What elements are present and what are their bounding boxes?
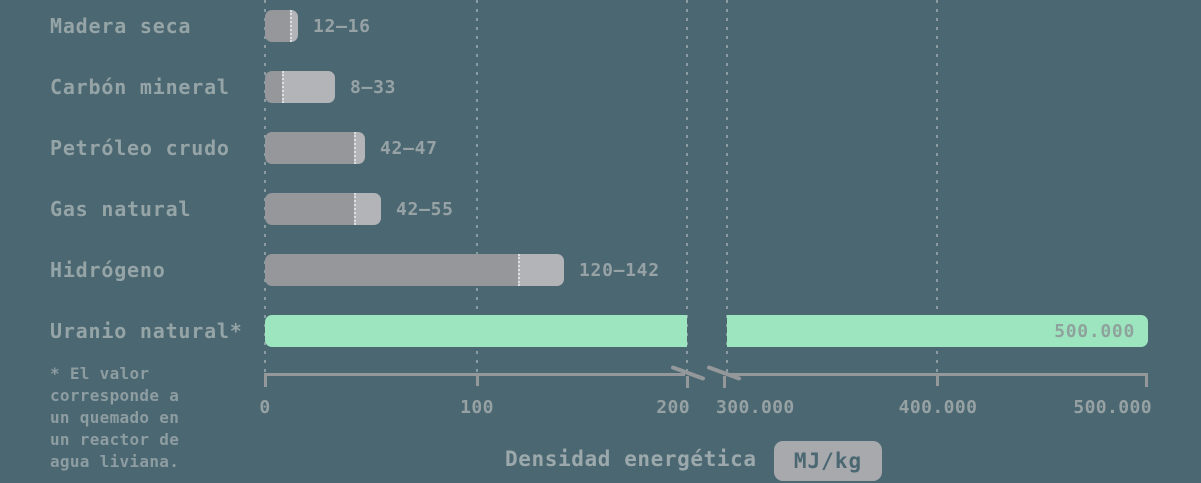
category-label-hidrogeno: Hidrógeno — [50, 258, 166, 282]
x-axis-line-left — [265, 373, 685, 376]
bar-segment-range — [354, 132, 365, 164]
value-label: 120–142 — [579, 259, 660, 281]
uranium-bar-right-segment: 500.000 — [727, 315, 1148, 347]
x-axis-title: Densidad energética — [505, 447, 757, 471]
bar-row-hidrogeno: Hidrógeno 120–142 — [0, 254, 1201, 286]
axis-tick-200 — [686, 376, 689, 388]
bar-segment-range — [282, 71, 335, 103]
axis-tick-400000 — [936, 376, 939, 386]
value-label: 8–33 — [350, 76, 397, 98]
gridline-200 — [686, 0, 688, 374]
gridline-100 — [476, 0, 478, 374]
tick-label-500000: 500.000 — [1073, 397, 1152, 418]
bar-segment-min — [265, 10, 290, 42]
tick-label-0: 0 — [259, 397, 271, 418]
category-label-gas-natural: Gas natural — [50, 197, 192, 221]
bar-row-carbon-mineral: Carbón mineral 8–33 — [0, 71, 1201, 103]
value-label: 12–16 — [313, 15, 371, 37]
value-label-uranium: 500.000 — [1054, 320, 1135, 342]
tick-label-300000: 300.000 — [716, 397, 795, 418]
gridline-400000 — [936, 0, 938, 374]
axis-tick-300000 — [723, 376, 726, 388]
category-label-petroleo-crudo: Petróleo crudo — [50, 136, 230, 160]
bar-segment-min — [265, 71, 282, 103]
bar-segment-range — [518, 254, 564, 286]
uranium-bar-left-segment — [265, 315, 687, 347]
bar-segment-range — [354, 193, 381, 225]
value-label: 42–47 — [380, 137, 438, 159]
category-label-carbon-mineral: Carbón mineral — [50, 75, 230, 99]
tick-label-400000: 400.000 — [898, 397, 978, 418]
bar-row-uranio-natural: Uranio natural* 500.000 — [0, 315, 1201, 347]
gridline-0 — [264, 0, 266, 374]
x-axis-line-right — [729, 373, 1148, 376]
unit-badge: MJ/kg — [774, 441, 882, 481]
footnote: * El valor corresponde a un quemado en u… — [50, 364, 180, 471]
axis-tick-100 — [476, 376, 479, 386]
axis-tick-500000 — [1145, 373, 1148, 387]
bar-row-petroleo-crudo: Petróleo crudo 42–47 — [0, 132, 1201, 164]
gridline-300000 — [726, 0, 728, 374]
axis-break-gap — [687, 315, 727, 347]
bar-segment-min — [265, 254, 518, 286]
bar-segment-min — [265, 132, 354, 164]
axis-tick-0 — [264, 373, 267, 387]
bar-row-gas-natural: Gas natural 42–55 — [0, 193, 1201, 225]
tick-label-200: 200 — [656, 397, 690, 418]
value-label: 42–55 — [396, 198, 454, 220]
bar-segment-range — [290, 10, 298, 42]
tick-label-100: 100 — [460, 397, 494, 418]
bar-segment-min — [265, 193, 354, 225]
bar-row-madera-seca: Madera seca 12–16 — [0, 10, 1201, 42]
category-label-uranio-natural: Uranio natural* — [50, 319, 243, 343]
category-label-madera-seca: Madera seca — [50, 14, 192, 38]
